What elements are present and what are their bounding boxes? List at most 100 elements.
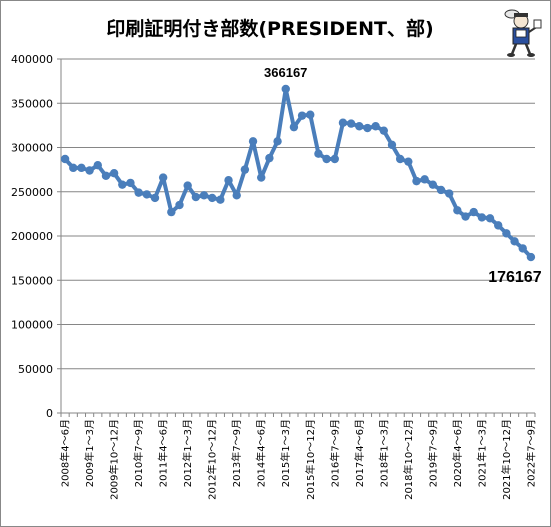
data-point xyxy=(477,213,487,222)
y-tick-label: 350000 xyxy=(11,97,53,110)
data-point xyxy=(109,168,119,178)
mascot-icon xyxy=(504,9,542,57)
x-tick-label: 2017年4～6月 xyxy=(353,419,366,487)
data-point xyxy=(69,163,78,173)
data-point xyxy=(191,192,201,202)
data-point xyxy=(257,173,266,182)
data-point xyxy=(134,188,143,197)
data-point xyxy=(346,119,356,128)
data-labels: 366167 176167 xyxy=(264,65,542,286)
data-point xyxy=(248,137,258,146)
data-point xyxy=(281,84,290,94)
y-tick-label: 250000 xyxy=(11,186,53,199)
data-point xyxy=(183,181,192,190)
x-tick-label: 2008年4～6月 xyxy=(59,419,72,487)
data-point xyxy=(387,140,397,150)
data-point xyxy=(101,171,111,181)
data-point xyxy=(461,212,470,221)
x-tick-label: 2009年10～12月 xyxy=(108,419,121,500)
data-point xyxy=(469,207,478,217)
x-tick-label: 2012年1～3月 xyxy=(181,419,194,487)
data-point xyxy=(404,157,413,166)
y-tick-label: 50000 xyxy=(18,363,53,376)
data-point xyxy=(485,214,495,223)
data-point xyxy=(150,193,160,203)
data-point xyxy=(85,166,94,175)
gridlines xyxy=(61,58,535,370)
x-tick-label: 2009年1～3月 xyxy=(83,419,96,487)
data-point xyxy=(216,195,225,204)
data-point xyxy=(338,118,348,127)
data-point xyxy=(158,173,168,182)
data-point xyxy=(273,137,282,146)
data-point xyxy=(436,185,446,195)
x-tick-label: 2014年4～6月 xyxy=(255,419,268,487)
x-tick-label: 2018年1～3月 xyxy=(377,419,390,487)
data-point xyxy=(330,154,339,164)
data-point xyxy=(494,221,503,230)
data-label-latest: 176167 xyxy=(488,269,541,286)
series-line xyxy=(63,86,533,259)
x-tick-label: 2011年4～6月 xyxy=(157,419,170,487)
data-point xyxy=(420,175,429,184)
x-tick-label: 2020年4～6月 xyxy=(451,419,464,487)
y-tick-label: 200000 xyxy=(11,230,53,243)
data-point xyxy=(224,176,233,185)
x-tick-label: 2021年10～12月 xyxy=(500,419,513,500)
data-point xyxy=(355,122,364,131)
data-point xyxy=(207,193,217,203)
x-tick-label: 2015年1～3月 xyxy=(279,419,292,487)
data-point xyxy=(518,244,527,253)
data-point xyxy=(118,180,127,189)
data-point xyxy=(444,189,454,198)
data-point xyxy=(93,161,102,170)
data-point xyxy=(77,163,86,173)
data-point xyxy=(502,229,511,238)
data-point xyxy=(60,154,70,164)
data-point xyxy=(126,178,135,188)
y-tick-label: 300000 xyxy=(11,142,53,155)
data-point xyxy=(167,207,176,217)
axes xyxy=(60,59,536,417)
y-tick-label: 400000 xyxy=(11,53,53,66)
data-point xyxy=(265,153,274,163)
y-axis-ticks: 0 50000 100000 150000 200000 250000 300000 3500… xyxy=(11,53,61,420)
x-tick-label: 2019年7～9月 xyxy=(426,419,439,487)
y-tick-label: 100000 xyxy=(11,319,53,332)
x-tick-label: 2013年7～9月 xyxy=(230,419,243,487)
data-point xyxy=(379,126,389,135)
data-point xyxy=(199,191,209,200)
x-tick-label: 2021年1～3月 xyxy=(475,419,488,487)
data-point xyxy=(510,237,519,246)
data-point xyxy=(306,110,315,119)
x-tick-label: 2012年10～12月 xyxy=(206,419,219,500)
data-point xyxy=(240,165,250,174)
data-point xyxy=(289,122,299,132)
data-point xyxy=(363,123,372,133)
data-point xyxy=(412,176,421,186)
data-point xyxy=(453,206,462,215)
data-point xyxy=(175,200,184,210)
data-point xyxy=(395,154,405,164)
x-tick-label: 2015年10～12月 xyxy=(304,419,317,500)
y-tick-label: 0 xyxy=(46,407,53,420)
x-tick-label: 2010年7～9月 xyxy=(132,419,145,487)
data-point xyxy=(297,111,307,120)
data-point xyxy=(371,122,380,131)
data-point xyxy=(428,180,438,189)
data-point xyxy=(232,191,241,200)
y-tick-label: 150000 xyxy=(11,274,53,287)
series-line-group xyxy=(60,84,536,262)
x-axis-ticks: 2008年4～6月 2009年1～3月 2009年10～12月 2010年7～9月 20… xyxy=(59,419,538,500)
data-label-peak: 366167 xyxy=(264,65,307,80)
x-tick-label: 2016年7～9月 xyxy=(328,419,341,487)
x-tick-label: 2018年10～12月 xyxy=(402,419,415,500)
data-point xyxy=(526,252,536,262)
data-point xyxy=(142,190,152,199)
x-tick-label: 2022年7～9月 xyxy=(524,419,537,487)
data-point xyxy=(322,154,331,164)
data-point xyxy=(314,149,323,158)
chart-title: 印刷証明付き部数(PRESIDENT、部) xyxy=(106,18,434,40)
